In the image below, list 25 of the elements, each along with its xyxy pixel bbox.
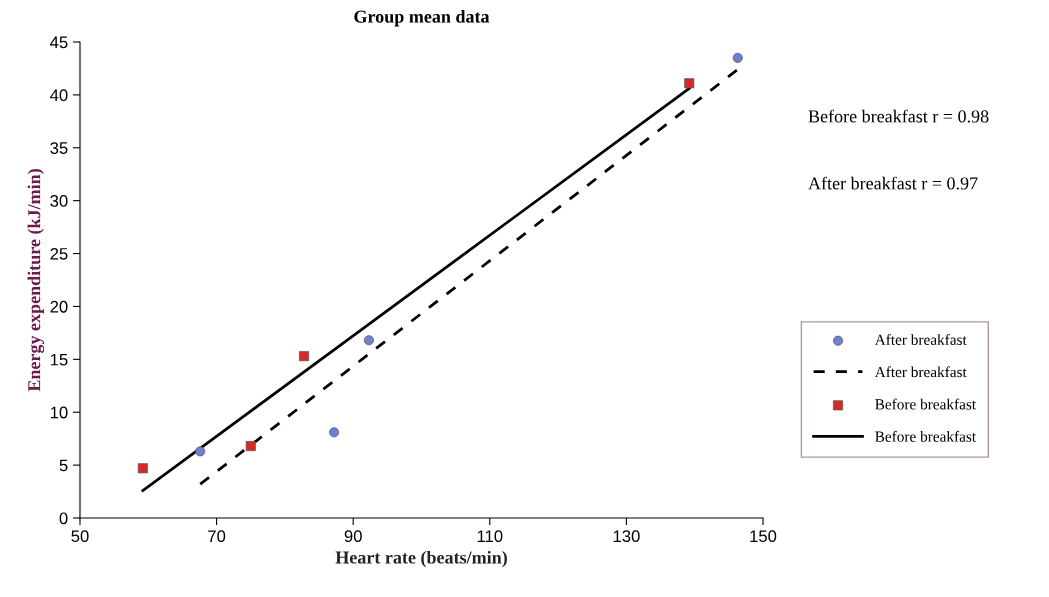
chart-title: Group mean data: [354, 10, 490, 27]
x-tick-label: 50: [71, 530, 89, 543]
legend-label: Before breakfast: [875, 430, 976, 442]
x-tick-label: 90: [344, 530, 362, 543]
y-tick-label: 5: [59, 459, 68, 472]
x-axis-title: Heart rate (beats/min): [335, 550, 507, 568]
y-tick-label: 15: [50, 353, 68, 366]
x-tick-label: 150: [750, 530, 777, 543]
legend-label: After breakfast: [874, 366, 967, 378]
y-axis-title: Energy expenditure (kJ/min): [27, 169, 45, 392]
y-tick-label: 40: [50, 89, 68, 102]
y-tick-label: 20: [50, 300, 68, 313]
text: Before breakfast r = 0.98: [808, 109, 989, 123]
y-tick-label: 25: [50, 247, 68, 260]
y-tick-label: 35: [50, 142, 68, 154]
y-tick-label: 30: [50, 195, 68, 207]
x-tick-label: 70: [208, 530, 226, 543]
text: After breakfast r = 0.97: [808, 176, 978, 190]
y-tick-label: 45: [50, 36, 68, 49]
legend-label: After breakfast: [874, 334, 967, 345]
y-tick-label: 10: [50, 406, 68, 419]
legend-label: Before breakfast: [875, 398, 976, 410]
x-tick-label: 110: [477, 530, 503, 543]
x-tick-label: 130: [613, 530, 640, 543]
y-tick-label: 0: [59, 512, 68, 525]
